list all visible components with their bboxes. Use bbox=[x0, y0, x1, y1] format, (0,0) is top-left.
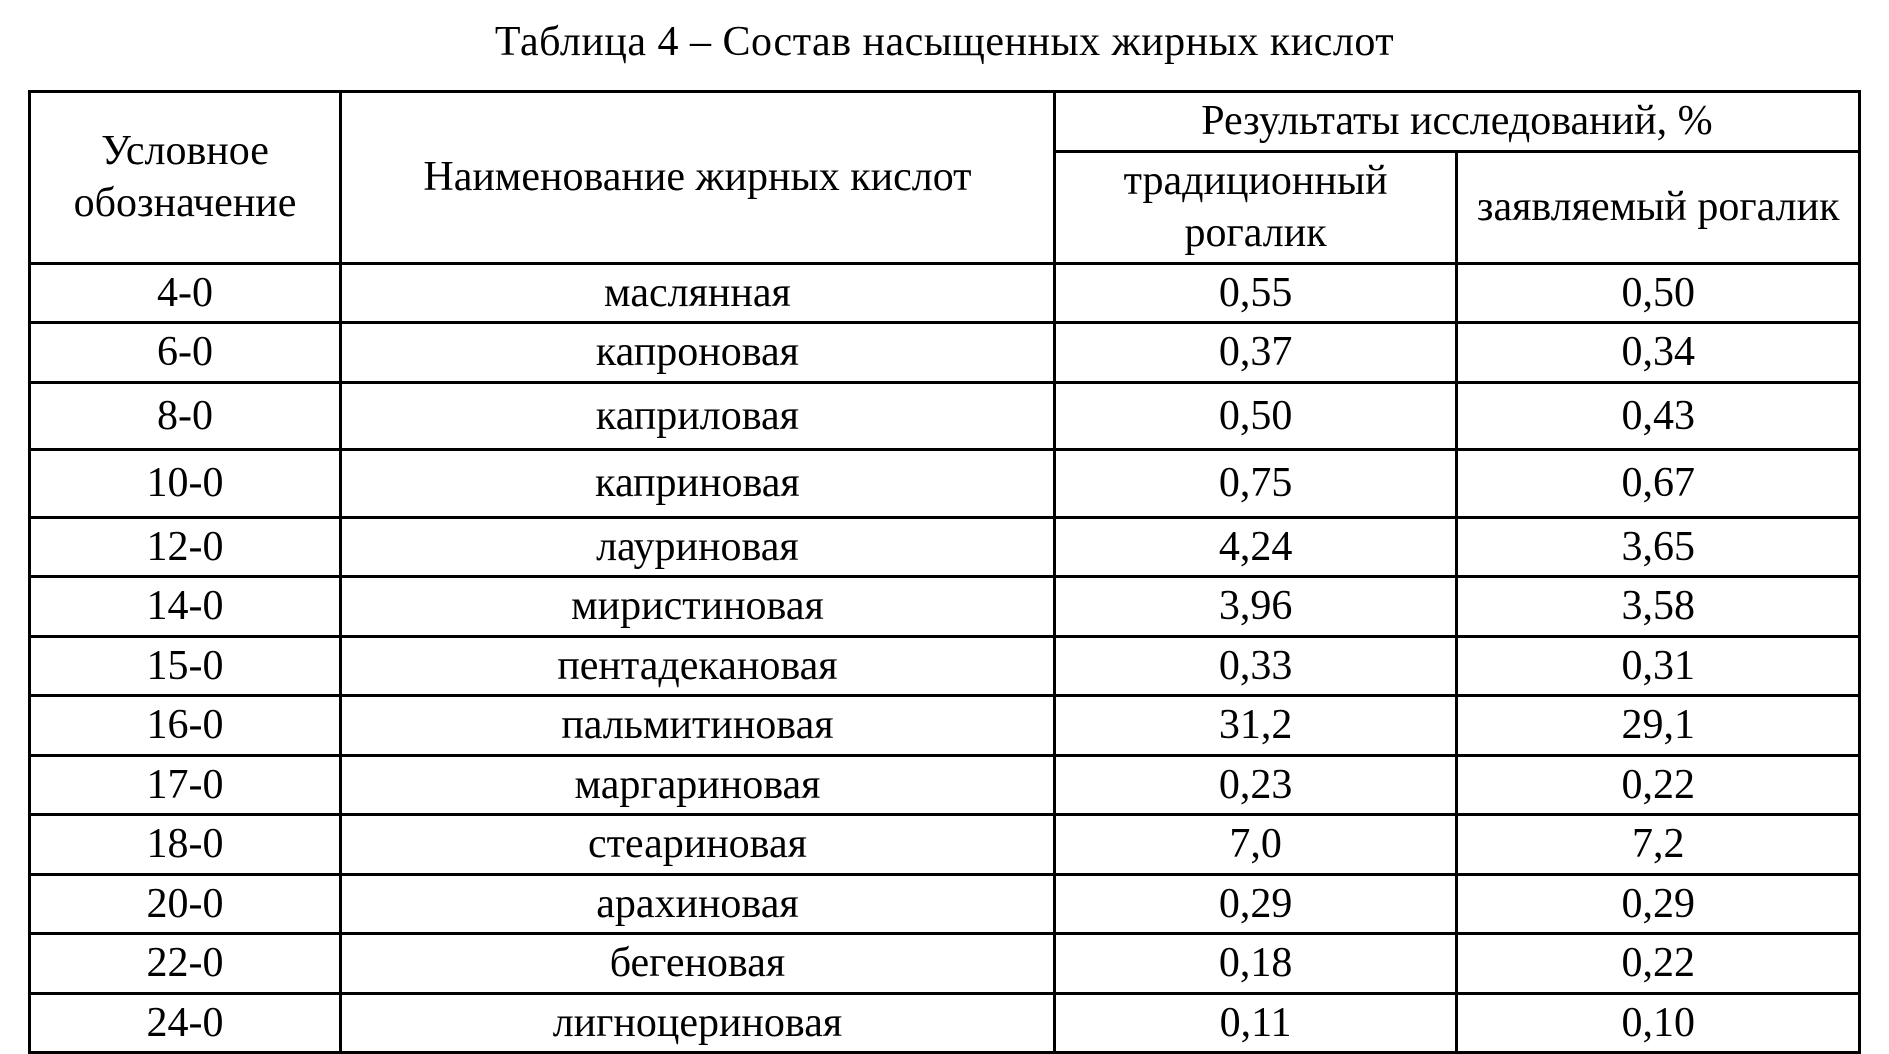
cell-decl: 3,58 bbox=[1457, 577, 1860, 637]
cell-code: 8-0 bbox=[30, 382, 341, 450]
cell-trad: 0,75 bbox=[1054, 450, 1457, 518]
cell-decl: 0,50 bbox=[1457, 263, 1860, 323]
table-row: 22-0бегеновая0,180,22 bbox=[30, 934, 1860, 994]
table-head: Условное обозначение Наименование жирных… bbox=[30, 92, 1860, 264]
cell-decl: 0,22 bbox=[1457, 934, 1860, 994]
cell-name: лигноцериновая bbox=[341, 993, 1055, 1053]
cell-trad: 0,33 bbox=[1054, 636, 1457, 696]
cell-code: 18-0 bbox=[30, 815, 341, 875]
cell-name: пентадекановая bbox=[341, 636, 1055, 696]
cell-decl: 0,31 bbox=[1457, 636, 1860, 696]
cell-name: стеариновая bbox=[341, 815, 1055, 875]
cell-name: бегеновая bbox=[341, 934, 1055, 994]
cell-trad: 0,23 bbox=[1054, 755, 1457, 815]
cell-trad: 31,2 bbox=[1054, 696, 1457, 756]
cell-code: 16-0 bbox=[30, 696, 341, 756]
table-row: 4-0маслянная0,550,50 bbox=[30, 263, 1860, 323]
table-title: Таблица 4 – Состав насыщенных жирных кис… bbox=[28, 18, 1861, 66]
fatty-acids-table: Условное обозначение Наименование жирных… bbox=[28, 90, 1861, 1054]
cell-decl: 0,22 bbox=[1457, 755, 1860, 815]
th-results-group: Результаты исследований, % bbox=[1054, 92, 1859, 152]
cell-decl: 0,43 bbox=[1457, 382, 1860, 450]
cell-code: 6-0 bbox=[30, 323, 341, 383]
table-row: 14-0миристиновая3,963,58 bbox=[30, 577, 1860, 637]
cell-code: 17-0 bbox=[30, 755, 341, 815]
th-code: Условное обозначение bbox=[30, 92, 341, 264]
cell-code: 15-0 bbox=[30, 636, 341, 696]
table-row: 8-0каприловая0,500,43 bbox=[30, 382, 1860, 450]
cell-code: 4-0 bbox=[30, 263, 341, 323]
cell-decl: 3,65 bbox=[1457, 517, 1860, 577]
cell-trad: 4,24 bbox=[1054, 517, 1457, 577]
cell-trad: 0,55 bbox=[1054, 263, 1457, 323]
cell-trad: 3,96 bbox=[1054, 577, 1457, 637]
cell-code: 12-0 bbox=[30, 517, 341, 577]
cell-decl: 29,1 bbox=[1457, 696, 1860, 756]
cell-trad: 0,29 bbox=[1054, 874, 1457, 934]
cell-decl: 0,67 bbox=[1457, 450, 1860, 518]
cell-code: 22-0 bbox=[30, 934, 341, 994]
table-row: 24-0лигноцериновая0,110,10 bbox=[30, 993, 1860, 1053]
cell-name: маслянная bbox=[341, 263, 1055, 323]
cell-trad: 0,50 bbox=[1054, 382, 1457, 450]
cell-name: капроновая bbox=[341, 323, 1055, 383]
cell-name: каприновая bbox=[341, 450, 1055, 518]
cell-name: пальмитиновая bbox=[341, 696, 1055, 756]
cell-code: 14-0 bbox=[30, 577, 341, 637]
table-row: 12-0лауриновая4,243,65 bbox=[30, 517, 1860, 577]
cell-decl: 0,10 bbox=[1457, 993, 1860, 1053]
table-row: 18-0стеариновая7,07,2 bbox=[30, 815, 1860, 875]
table-row: 6-0капроновая0,370,34 bbox=[30, 323, 1860, 383]
cell-trad: 0,11 bbox=[1054, 993, 1457, 1053]
table-row: 15-0пентадекановая0,330,31 bbox=[30, 636, 1860, 696]
cell-decl: 7,2 bbox=[1457, 815, 1860, 875]
cell-name: маргариновая bbox=[341, 755, 1055, 815]
cell-decl: 0,34 bbox=[1457, 323, 1860, 383]
table-row: 10-0каприновая0,750,67 bbox=[30, 450, 1860, 518]
cell-code: 10-0 bbox=[30, 450, 341, 518]
cell-name: каприловая bbox=[341, 382, 1055, 450]
table-header-row-1: Условное обозначение Наименование жирных… bbox=[30, 92, 1860, 152]
table-body: 4-0маслянная0,550,506-0капроновая0,370,3… bbox=[30, 263, 1860, 1053]
cell-trad: 7,0 bbox=[1054, 815, 1457, 875]
table-row: 16-0пальмитиновая31,229,1 bbox=[30, 696, 1860, 756]
th-name: Наименование жирных кислот bbox=[341, 92, 1055, 264]
cell-code: 20-0 bbox=[30, 874, 341, 934]
cell-name: арахиновая bbox=[341, 874, 1055, 934]
th-declared: заявляемый рогалик bbox=[1457, 151, 1860, 263]
cell-trad: 0,18 bbox=[1054, 934, 1457, 994]
cell-trad: 0,37 bbox=[1054, 323, 1457, 383]
table-row: 17-0маргариновая0,230,22 bbox=[30, 755, 1860, 815]
th-traditional: традиционный рогалик bbox=[1054, 151, 1457, 263]
cell-name: миристиновая bbox=[341, 577, 1055, 637]
cell-code: 24-0 bbox=[30, 993, 341, 1053]
cell-decl: 0,29 bbox=[1457, 874, 1860, 934]
table-row: 20-0арахиновая0,290,29 bbox=[30, 874, 1860, 934]
cell-name: лауриновая bbox=[341, 517, 1055, 577]
